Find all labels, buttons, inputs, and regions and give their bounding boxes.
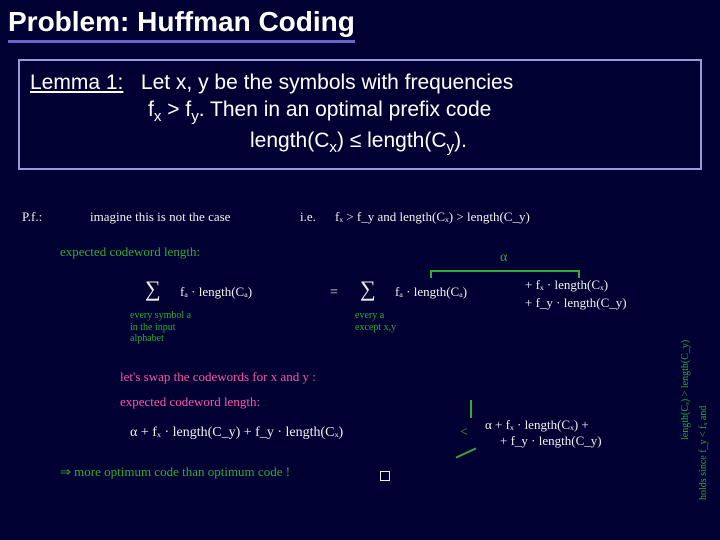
hw-ie: i.e.	[300, 210, 316, 225]
hw-concl: ⇒ more optimum code than optimum code !	[60, 465, 290, 480]
hw-swap: let's swap the codewords for x and y :	[120, 370, 316, 385]
hw-rot1: length(Cₓ) > length(C_y)	[680, 340, 692, 440]
hw-exp-len: expected codeword length:	[60, 245, 200, 260]
hw-rhs-plus2: + f_y · length(C_y)	[525, 296, 627, 311]
hw-rhs-plus1: + fₓ · length(Cₓ)	[525, 278, 608, 293]
hw-rhs-top: fₐ · length(Cₐ)	[395, 285, 467, 300]
hw-eq: =	[330, 285, 338, 301]
title-bar: Problem: Huffman Coding	[0, 0, 720, 47]
page-title: Problem: Huffman Coding	[8, 6, 355, 43]
hw-rot2: holds since f_y < fₓ and	[698, 406, 710, 500]
hw-rhs-sub: every a except x,y	[355, 310, 435, 333]
hw-sum-sub: every symbol a in the input alphabet	[130, 310, 230, 345]
hw-imagine: imagine this is not the case	[90, 210, 230, 225]
hw-rhs-f2: + f_y · length(C_y)	[500, 434, 602, 449]
hw-sum: ∑	[145, 280, 161, 298]
hw-arrow	[455, 440, 479, 464]
hw-final: α + fₓ · length(C_y) + f_y · length(Cₓ)	[130, 425, 343, 441]
hw-pf: P.f.:	[22, 210, 42, 225]
hw-brace	[430, 270, 580, 276]
lemma-line2: fx > fy. Then in an optimal prefix code	[148, 96, 690, 127]
lemma-label: Lemma 1:	[30, 71, 123, 94]
hw-alpha: α	[500, 250, 507, 266]
lemma-line3: length(Cx) ≤ length(Cy).	[250, 127, 690, 158]
hw-qed	[380, 468, 390, 483]
hw-sum2: ∑	[360, 280, 376, 298]
hw-sum-body: fₐ · length(Cₐ)	[180, 285, 252, 300]
hw-vline1	[470, 400, 472, 418]
hw-exp-len2: expected codeword length:	[120, 395, 260, 410]
hw-lt: <	[460, 425, 468, 441]
lemma-box: Lemma 1: Let x, y be the symbols with fr…	[18, 59, 702, 170]
hw-ie-rhs: fₓ > f_y and length(Cₓ) > length(C_y)	[335, 210, 530, 225]
hw-rhs-f1: α + fₓ · length(Cₓ) +	[485, 418, 589, 433]
lemma-line1: Let x, y be the symbols with frequencies	[141, 71, 513, 94]
